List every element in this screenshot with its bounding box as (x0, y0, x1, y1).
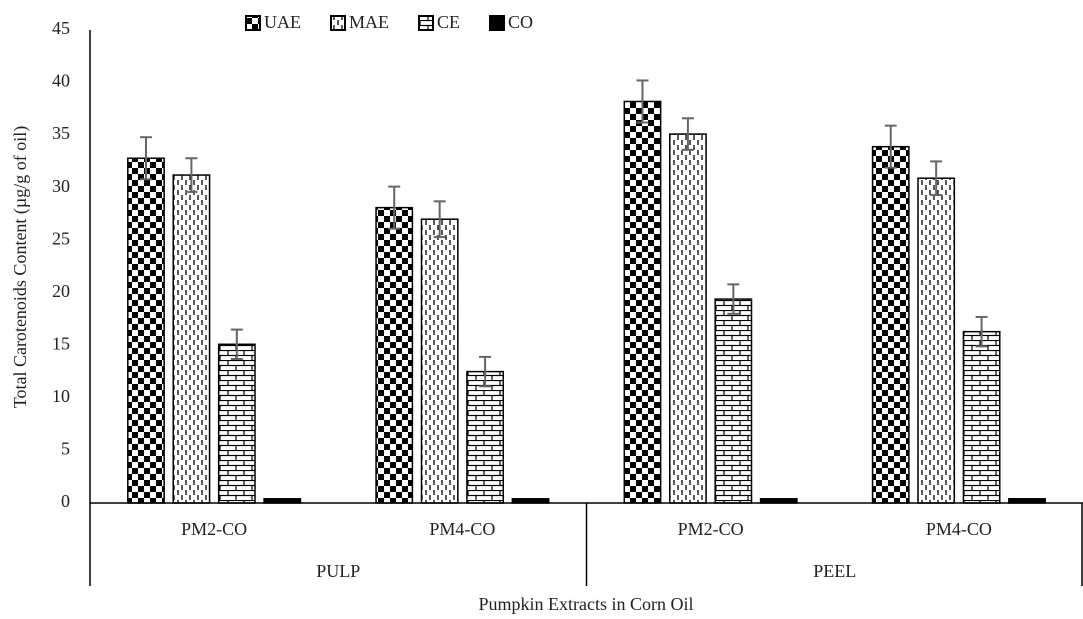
legend-swatch (489, 15, 506, 31)
y-tick-label: 15 (52, 333, 70, 353)
y-axis-label: Total Carotenoids Content (µg/g of oil) (10, 126, 31, 409)
bar (466, 370, 505, 504)
x-tick-label: PM2-CO (678, 519, 744, 539)
y-tick-label: 20 (52, 281, 70, 301)
legend-label: CE (437, 12, 460, 32)
x-axis-label: Pumpkin Extracts in Corn Oil (479, 594, 694, 614)
bar (127, 157, 165, 504)
legend-swatch (330, 15, 346, 31)
bar (420, 218, 459, 504)
bar (375, 206, 414, 504)
bar (714, 298, 753, 504)
x-tick-label: PM4-CO (429, 519, 495, 539)
error-bar (636, 79, 649, 124)
bar (172, 174, 211, 504)
error-bar (139, 136, 152, 181)
legend-label: UAE (264, 12, 301, 32)
y-tick-label: 25 (52, 228, 70, 248)
legend-label: MAE (349, 12, 389, 32)
error-bar (185, 157, 198, 193)
error-bar (884, 124, 897, 169)
bar (623, 100, 662, 504)
group-label: PEEL (813, 561, 856, 581)
error-bar (727, 283, 740, 315)
group-label: PULP (316, 561, 360, 581)
y-tick-label: 40 (52, 71, 70, 91)
legend-swatch (245, 15, 261, 31)
error-bar (479, 355, 492, 388)
error-bar (230, 328, 243, 360)
error-bar (681, 117, 694, 151)
y-tick-label: 45 (52, 18, 70, 38)
y-tick-label: 0 (61, 491, 70, 511)
error-bar (388, 185, 401, 230)
y-tick-label: 5 (61, 439, 70, 459)
error-bar (975, 315, 988, 348)
bar (917, 177, 956, 504)
y-tick-label: 35 (52, 123, 70, 143)
legend-swatch (418, 15, 434, 31)
bar (871, 145, 910, 504)
x-tick-label: PM2-CO (181, 519, 247, 539)
y-tick-label: 30 (52, 176, 70, 196)
bar (217, 343, 256, 504)
error-bar (433, 200, 446, 239)
error-bar (930, 160, 943, 197)
y-tick-label: 10 (52, 386, 70, 406)
bar (668, 133, 707, 504)
legend-label: CO (508, 12, 533, 32)
x-tick-label: PM4-CO (926, 519, 992, 539)
bar (962, 330, 1001, 504)
